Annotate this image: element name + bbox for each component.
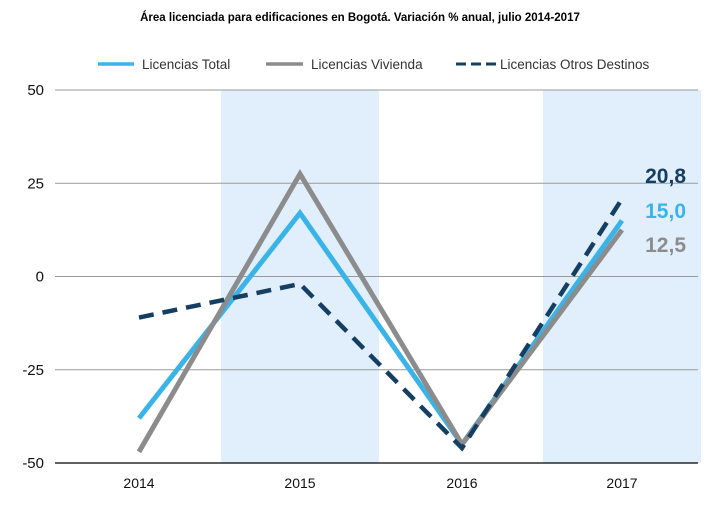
y-tick-label: 25 (27, 175, 44, 192)
y-tick-label: 0 (36, 269, 44, 286)
x-axis-ticks: 2014 2015 2016 2017 (123, 475, 637, 491)
legend: Licencias Total Licencias Vivienda Licen… (98, 57, 650, 72)
legend-label-total: Licencias Total (142, 57, 230, 72)
end-label-licencias-vivienda: 12,5 (645, 234, 686, 257)
end-label-licencias-total: 15,0 (645, 200, 686, 223)
y-tick-label: -50 (22, 455, 44, 472)
grid-lines (55, 89, 698, 464)
series-line-licencias-otros-destinos (138, 197, 624, 452)
legend-label-vivienda: Licencias Vivienda (311, 57, 423, 72)
series-lines (136, 169, 625, 454)
end-labels: 20,8 15,0 12,5 (645, 165, 686, 257)
x-tick-label: 2016 (446, 475, 477, 491)
y-tick-label: -25 (22, 362, 44, 379)
series-line-licencias-vivienda (136, 169, 625, 454)
x-tick-label: 2015 (284, 475, 315, 491)
x-tick-label: 2014 (123, 475, 154, 491)
x-tick-label: 2017 (606, 475, 637, 491)
legend-label-otros: Licencias Otros Destinos (500, 57, 650, 72)
y-axis-ticks: 50 25 0 -25 -50 (22, 82, 44, 472)
chart-title: Área licenciada para edificaciones en Bo… (140, 11, 580, 24)
end-label-licencias-otros-destinos: 20,8 (645, 165, 686, 188)
y-tick-label: 50 (27, 82, 44, 99)
